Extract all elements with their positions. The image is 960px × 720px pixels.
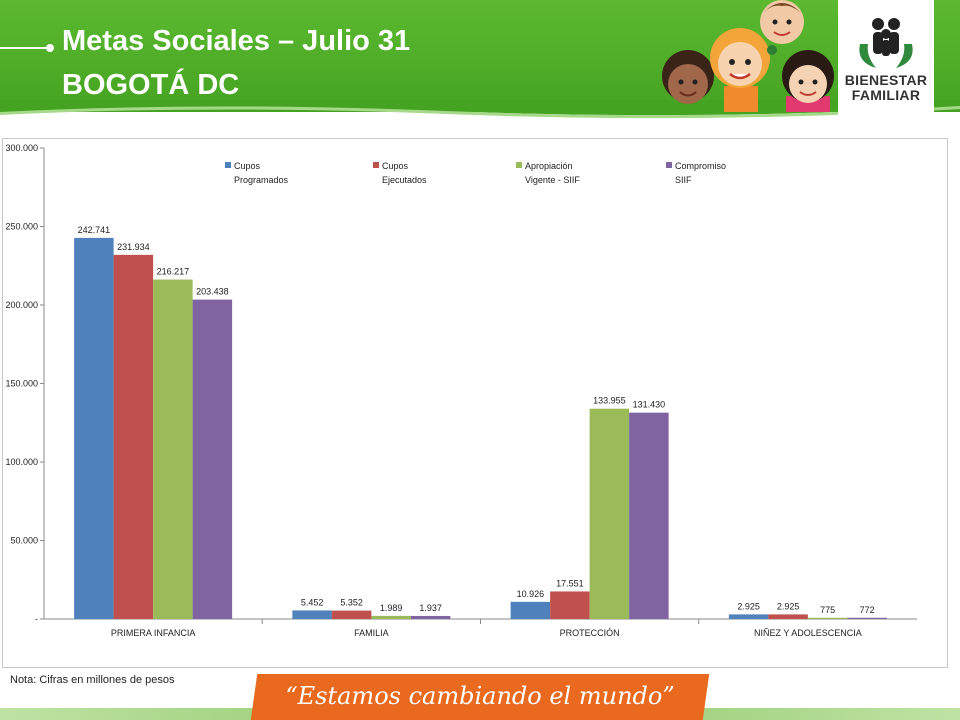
data-label: 242.741: [78, 225, 111, 235]
bar: [768, 614, 808, 619]
x-category-label: PROTECCIÓN: [560, 628, 620, 638]
logo-text-line2: FAMILIAR: [851, 87, 921, 103]
bar: [728, 614, 769, 619]
bar: [410, 615, 451, 619]
child-boy-illustration: [662, 50, 714, 104]
legend-swatch: [373, 162, 379, 168]
bar: [629, 412, 669, 619]
data-label: 2.925: [777, 601, 800, 611]
child-girl-illustration: [710, 28, 777, 112]
data-label: 5.352: [340, 598, 363, 608]
y-tick-label: 100.000: [5, 457, 38, 467]
bar: [292, 610, 332, 619]
x-category-label: NIÑEZ Y ADOLESCENCIA: [754, 628, 862, 638]
legend-swatch: [516, 162, 522, 168]
bar-chart: - 50.000 100.000 150.000 200.000 250.000 300.0…: [5, 143, 917, 638]
footnote: Nota: Cifras en millones de pesos: [10, 674, 175, 686]
legend-label: Apropiación: [525, 161, 573, 171]
data-label: 133.955: [593, 396, 626, 406]
legend-swatch: [225, 162, 231, 168]
legend-label: SIIF: [675, 175, 692, 185]
bar: [807, 617, 848, 619]
y-tick-label: 50.000: [10, 536, 38, 546]
header-banner: Metas Sociales – Julio 31 BOGOTÁ DC: [0, 0, 960, 120]
page-title: Metas Sociales – Julio 31: [62, 25, 411, 57]
x-category-label: FAMILIA: [354, 628, 389, 638]
data-label: 1.937: [419, 603, 442, 613]
y-tick-label: 250.000: [5, 222, 38, 232]
data-label: 5.452: [301, 597, 324, 607]
y-tick-label: 150.000: [5, 379, 38, 389]
legend-label: Cupos: [234, 161, 261, 171]
data-label: 10.926: [517, 589, 545, 599]
y-tick-label: 200.000: [5, 300, 38, 310]
bar: [550, 591, 590, 619]
children-illustration: [662, 0, 834, 112]
data-label: 1.989: [380, 603, 403, 613]
data-label: 17.551: [556, 578, 584, 588]
family-logo-icon: [859, 18, 913, 68]
header-wave: [0, 100, 960, 119]
chart-frame: - 50.000 100.000 150.000 200.000 250.000 300.0…: [2, 138, 948, 668]
title-dot: [46, 44, 54, 52]
page-subtitle: BOGOTÁ DC: [62, 69, 240, 101]
data-label: 775: [820, 605, 835, 615]
title-rule: [0, 47, 48, 49]
bar: [847, 617, 887, 619]
legend-label: Cupos: [382, 161, 409, 171]
bar: [192, 299, 233, 619]
data-label: 203.438: [196, 287, 229, 297]
y-tick-label: -: [35, 614, 38, 624]
data-label: 2.925: [737, 601, 760, 611]
y-tick-label: 300.000: [5, 143, 38, 153]
data-label: 772: [860, 605, 875, 615]
child-kid-illustration: [760, 0, 804, 44]
bar: [589, 408, 630, 619]
bar: [74, 237, 114, 619]
logo-panel: BIENESTAR FAMILIAR: [838, 0, 934, 116]
logo-text-line1: BIENESTAR: [844, 72, 928, 88]
legend-label: Vigente - SIIF: [525, 175, 580, 185]
data-label: 231.934: [117, 242, 150, 252]
bar: [510, 601, 551, 619]
slogan-text: “Estamos cambiando el mundo”: [285, 682, 675, 710]
legend-label: Programados: [234, 175, 289, 185]
legend-label: Compromiso: [675, 161, 726, 171]
x-category-label: PRIMERA INFANCIA: [111, 628, 196, 638]
bar: [371, 615, 411, 619]
child-dark-hair-girl-illustration: [782, 50, 834, 112]
legend-swatch: [666, 162, 672, 168]
data-label: 131.430: [633, 400, 666, 410]
bar: [331, 610, 372, 619]
bar: [113, 254, 154, 619]
data-label: 216.217: [157, 267, 190, 277]
bar: [153, 279, 193, 619]
legend-label: Ejecutados: [382, 175, 427, 185]
